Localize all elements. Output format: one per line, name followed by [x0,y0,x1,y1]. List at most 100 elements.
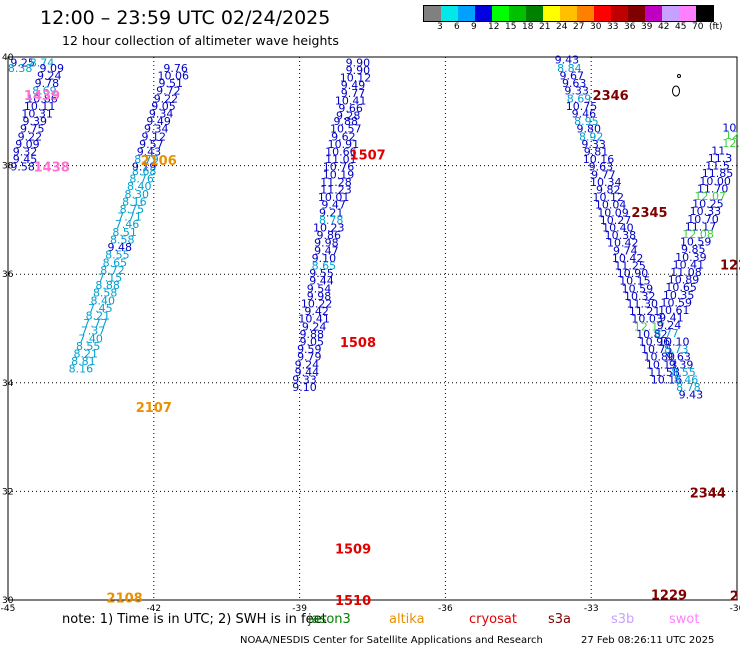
swh-value: 8.58 [93,287,118,300]
track-1510: 1510 [335,594,371,609]
legend-swatch [696,6,713,21]
swh-value: 8.38 [8,62,33,75]
swh-value: 9.10 [292,381,317,394]
swh-value: 9.34 [149,107,174,120]
swh-value: 10.61 [658,304,690,317]
swh-value: 9.41 [659,312,684,325]
satellite-jason3: jason3 [308,612,351,627]
legend-label: 12 [488,22,500,32]
swh-value: 11.17 [685,220,717,233]
swh-value: 8.21 [74,347,99,360]
credit-timestamp: 27 Feb 08:26:11 UTC 2025 [581,635,715,646]
swh-value: 9.34 [144,123,169,136]
swh-value: 8.21 [86,309,111,322]
swh-value: 10.89 [668,274,700,287]
pass-time-label: 2344 [690,486,726,501]
swh-value: 9.88 [334,115,359,128]
satellite-cryosat: cryosat [469,612,517,627]
swh-value: 9.90 [346,56,371,69]
swh-value: 9.76 [163,62,188,75]
swh-value: 10.15 [619,275,651,288]
legend-label: 6 [454,22,460,32]
map-grid [7,56,738,601]
swh-value: 8.77 [654,327,679,340]
swh-value: 9.98 [307,290,332,303]
track-2106: 9.7610.069.519.729.229.059.349.499.349.1… [127,62,189,193]
swh-value: 10.32 [624,290,656,303]
swh-value: 10.66 [325,145,357,158]
swh-value: 9.32 [13,145,38,158]
swh-value: 9.80 [577,123,602,136]
pass-time-label: 1508 [340,336,376,351]
swh-value: 9.43 [555,54,580,67]
lon-tick-label: -33 [584,604,599,614]
swh-value: 9.59 [297,343,322,356]
legend-swatch [492,6,509,21]
track-1508: 10.019.479.218.7810.239.869.989.479.108.… [298,191,376,351]
swh-value: 10.13 [646,358,678,371]
swh-value: 8.65 [103,256,128,269]
track-1507: 9.909.9010.129.499.7710.419.669.289.8810… [320,56,385,196]
swh-value: 9.58 [10,161,35,174]
swh-value: 9.28 [336,110,361,123]
swh-value: 9.74 [613,244,638,257]
swh-value: 10.38 [605,229,637,242]
swh-value: 10.06 [157,69,189,82]
swh-value: 10.57 [330,123,362,136]
swh-value: 10.96 [639,336,671,349]
swh-value: 9.43 [137,145,162,158]
legend-swatch [628,6,645,21]
swh-value: 9.09 [39,62,64,75]
swh-value: 11. [711,144,729,157]
legend-label: 33 [607,22,619,32]
legend-label: 15 [505,22,517,32]
pass-time-label: 1510 [335,594,371,609]
swh-value: 9.12 [142,130,167,143]
swh-value: 8.51 [112,226,137,239]
swh-value: 8.69 [567,92,592,105]
legend-label: 36 [624,22,636,32]
legend-swatch [543,6,560,21]
swh-value: 10.19 [323,168,355,181]
map-frame [7,56,738,601]
legend-label: 9 [471,22,477,32]
swh-value: 9.39 [669,358,694,371]
swh-value: 10.41 [335,94,367,107]
pass-time-label: 1509 [335,542,371,557]
legend-swatch [662,6,679,21]
swh-value: 9.63 [666,351,691,364]
swh-value: 11.08 [670,266,702,279]
legend-swatch [645,6,662,21]
swh-value: 9.81 [584,145,609,158]
swh-value: 12. [722,137,740,150]
lon-tick-label: -30 [730,604,740,614]
track-2345: 10.1210.0410.0910.2710.4010.3810.429.741… [592,191,667,333]
swh-value: 9.85 [681,243,706,256]
legend-label: (ft) [709,22,723,32]
legend-swatch [526,6,543,21]
swh-value: 9.33 [581,138,606,151]
swh-value: 8.69 [32,85,57,98]
swh-value: 10.90 [617,267,649,280]
pass-time-label: 1507 [350,149,386,164]
swh-value: 9.86 [317,229,342,242]
legend-label: 24 [556,22,568,32]
swh-value: 9.77 [341,87,366,100]
swh-value: 9.47 [314,244,339,257]
swh-value: 9.44 [295,366,320,379]
legend-swatch [458,6,475,21]
swh-value: 11.21 [629,305,661,318]
swh-value: 9.57 [139,138,164,151]
swh-value: 7.77 [83,317,108,330]
swh-value: 10.03 [631,313,663,326]
lat-tick-label: 32 [2,487,13,497]
swh-value: 8.78 [676,381,701,394]
lon-tick-label: -36 [438,604,453,614]
swh-value: 7.46 [115,218,140,231]
swh-value: 10.59 [622,282,654,295]
track-2346: 9.438.849.679.639.338.6910.759.468.959.8… [555,54,629,197]
legend-swatch [560,6,577,21]
swh-value: 11.30 [626,298,658,311]
legend-swatch [509,6,526,21]
